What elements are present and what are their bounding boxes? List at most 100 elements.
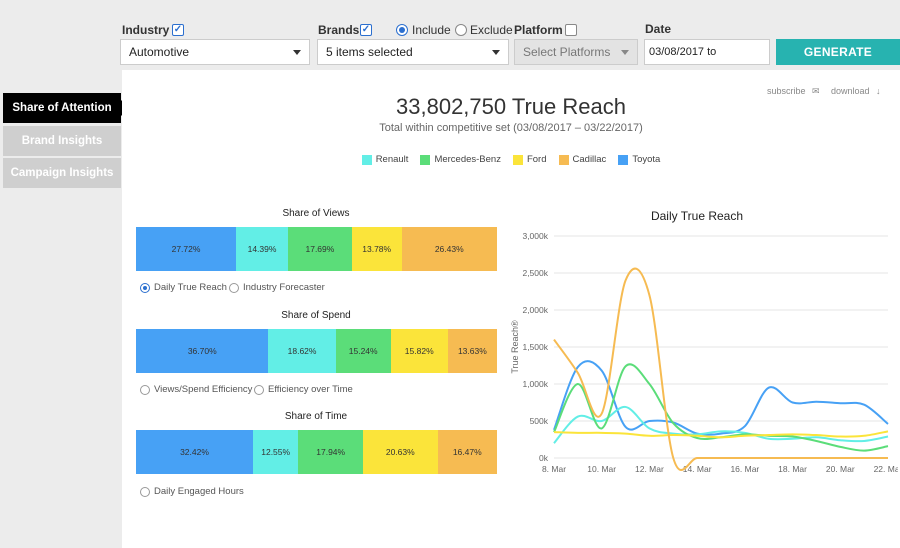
main-panel: subscribe ✉ download ↓ 33,802,750 True R… bbox=[122, 70, 900, 548]
legend-label: Renault bbox=[375, 154, 409, 165]
legend-label: Ford bbox=[526, 154, 547, 165]
legend-item-cadillac[interactable]: Cadillac bbox=[558, 154, 607, 165]
filter-bar: Industry ✓ Automotive Brands ✓ Include E… bbox=[0, 0, 900, 82]
share-of-spend-title: Share of Spend bbox=[281, 310, 351, 321]
chart-legend: Renault Mercedes-Benz Ford Cadillac Toyota bbox=[122, 154, 900, 165]
bar-segment-renault: 14.39% bbox=[236, 227, 288, 271]
bar-segment-cadillac: 13.63% bbox=[447, 329, 497, 373]
bar-segment-toyota: 36.70% bbox=[136, 329, 269, 373]
industry-label: Industry bbox=[122, 23, 170, 37]
legend-label: Mercedes-Benz bbox=[434, 154, 501, 165]
legend-item-toyota[interactable]: Toyota bbox=[618, 154, 660, 165]
daily-engaged-hours-option[interactable]: Daily Engaged Hours bbox=[140, 486, 244, 497]
bar-segment-ford: 15.82% bbox=[390, 329, 448, 373]
share-of-views-bar: 27.72% 14.39% 17.69% 13.78% 26.43% bbox=[136, 227, 497, 271]
legend-label: Toyota bbox=[632, 154, 661, 165]
views-spend-efficiency-label: Views/Spend Efficiency bbox=[154, 384, 253, 395]
x-tick-label: 22. Mar bbox=[874, 464, 898, 474]
legend-swatch bbox=[420, 154, 431, 165]
x-tick-label: 16. Mar bbox=[730, 464, 759, 474]
industry-forecaster-option[interactable]: Industry Forecaster bbox=[229, 282, 325, 293]
y-tick-label: 2,000k bbox=[522, 305, 548, 315]
envelope-icon: ✉ bbox=[812, 86, 820, 96]
brands-dropdown[interactable]: 5 items selected bbox=[317, 39, 509, 65]
daily-engaged-hours-radio[interactable] bbox=[140, 486, 150, 497]
legend-item-ford[interactable]: Ford bbox=[512, 154, 547, 165]
legend-item-mercedes-benz[interactable]: Mercedes-Benz bbox=[420, 154, 501, 165]
subscribe-label: subscribe bbox=[767, 86, 806, 96]
daily-true-reach-radio[interactable] bbox=[140, 282, 150, 293]
views-spend-efficiency-option[interactable]: Views/Spend Efficiency bbox=[140, 384, 252, 395]
share-of-views-title: Share of Views bbox=[282, 208, 350, 219]
platform-label: Platform bbox=[514, 23, 563, 37]
daily-engaged-hours-label: Daily Engaged Hours bbox=[154, 486, 244, 497]
download-label: download bbox=[831, 86, 870, 96]
efficiency-over-time-radio[interactable] bbox=[254, 384, 264, 395]
share-of-time-title: Share of Time bbox=[284, 411, 348, 422]
brands-exclude-radio[interactable] bbox=[455, 24, 467, 36]
industry-dropdown[interactable]: Automotive bbox=[120, 39, 310, 65]
legend-swatch bbox=[512, 154, 523, 165]
platform-dropdown-placeholder: Select Platforms bbox=[523, 45, 611, 59]
subscribe-link[interactable]: subscribe ✉ bbox=[767, 86, 820, 97]
x-tick-label: 14. Mar bbox=[683, 464, 712, 474]
sidebar-item-campaign-insights[interactable]: Campaign Insights bbox=[3, 158, 121, 188]
bar-segment-toyota: 27.72% bbox=[136, 227, 237, 271]
share-of-time-bar: 32.42% 12.55% 17.94% 20.63% 16.47% bbox=[136, 430, 497, 474]
series-line-ford bbox=[553, 430, 889, 439]
sidebar-item-share-of-attention[interactable]: Share of Attention bbox=[3, 93, 129, 123]
brands-include-radio[interactable] bbox=[396, 24, 408, 36]
brands-label: Brands bbox=[318, 23, 360, 37]
legend-swatch bbox=[361, 154, 372, 165]
industry-dropdown-value: Automotive bbox=[129, 45, 190, 59]
page-subtitle: Total within competitive set (03/08/2017… bbox=[379, 122, 643, 134]
y-tick-label: 1,000k bbox=[522, 379, 548, 389]
date-label: Date bbox=[645, 22, 672, 36]
bar-segment-cadillac: 16.47% bbox=[437, 430, 497, 474]
x-tick-label: 8. Mar bbox=[542, 464, 566, 474]
sidebar-item-brand-insights[interactable]: Brand Insights bbox=[3, 126, 121, 156]
bar-segment-cadillac: 26.43% bbox=[401, 227, 497, 271]
brands-dropdown-value: 5 items selected bbox=[326, 45, 413, 59]
daily-true-reach-label: Daily True Reach bbox=[154, 282, 227, 293]
chart-title: Daily True Reach bbox=[650, 209, 744, 223]
industry-forecaster-radio[interactable] bbox=[229, 282, 239, 293]
brands-exclude-label: Exclude bbox=[470, 23, 513, 37]
y-axis-label: True Reach® bbox=[510, 320, 520, 374]
bar-segment-mercedes-benz: 17.94% bbox=[298, 430, 364, 474]
download-arrow-icon: ↓ bbox=[876, 86, 881, 96]
chevron-down-icon bbox=[293, 50, 301, 55]
page-title: 33,802,750 True Reach bbox=[396, 94, 626, 119]
daily-true-reach-option[interactable]: Daily True Reach bbox=[140, 282, 227, 293]
x-tick-label: 10. Mar bbox=[587, 464, 616, 474]
series-line-cadillac bbox=[553, 267, 888, 472]
y-tick-label: 2,500k bbox=[522, 268, 548, 278]
x-tick-label: 12. Mar bbox=[635, 464, 664, 474]
legend-label: Cadillac bbox=[572, 154, 607, 165]
generate-button[interactable]: GENERATE bbox=[776, 39, 900, 65]
legend-swatch bbox=[618, 154, 629, 165]
industry-checkbox[interactable]: ✓ bbox=[172, 24, 184, 36]
brands-include-label: Include bbox=[412, 23, 451, 37]
brands-checkbox[interactable]: ✓ bbox=[360, 24, 372, 36]
legend-item-renault[interactable]: Renault bbox=[361, 154, 409, 165]
views-spend-efficiency-radio[interactable] bbox=[140, 384, 150, 395]
bar-segment-mercedes-benz: 15.24% bbox=[335, 329, 391, 373]
efficiency-over-time-option[interactable]: Efficiency over Time bbox=[254, 384, 353, 395]
bar-segment-renault: 18.62% bbox=[268, 329, 336, 373]
industry-forecaster-label: Industry Forecaster bbox=[243, 282, 325, 293]
bar-segment-renault: 12.55% bbox=[253, 430, 299, 474]
y-tick-label: 0k bbox=[539, 453, 549, 463]
y-tick-label: 3,000k bbox=[522, 231, 548, 241]
legend-swatch bbox=[558, 154, 569, 165]
platform-dropdown[interactable]: Select Platforms bbox=[514, 39, 638, 65]
x-tick-label: 18. Mar bbox=[778, 464, 807, 474]
series-line-toyota bbox=[553, 360, 889, 436]
bar-segment-toyota: 32.42% bbox=[136, 430, 254, 474]
bar-segment-ford: 20.63% bbox=[363, 430, 438, 474]
date-range-input[interactable]: 03/08/2017 to 03/22/2017 bbox=[644, 39, 770, 82]
download-link[interactable]: download ↓ bbox=[831, 86, 881, 96]
chevron-down-icon bbox=[492, 50, 500, 55]
y-tick-label: 500k bbox=[530, 416, 549, 426]
platform-checkbox[interactable] bbox=[565, 24, 577, 36]
